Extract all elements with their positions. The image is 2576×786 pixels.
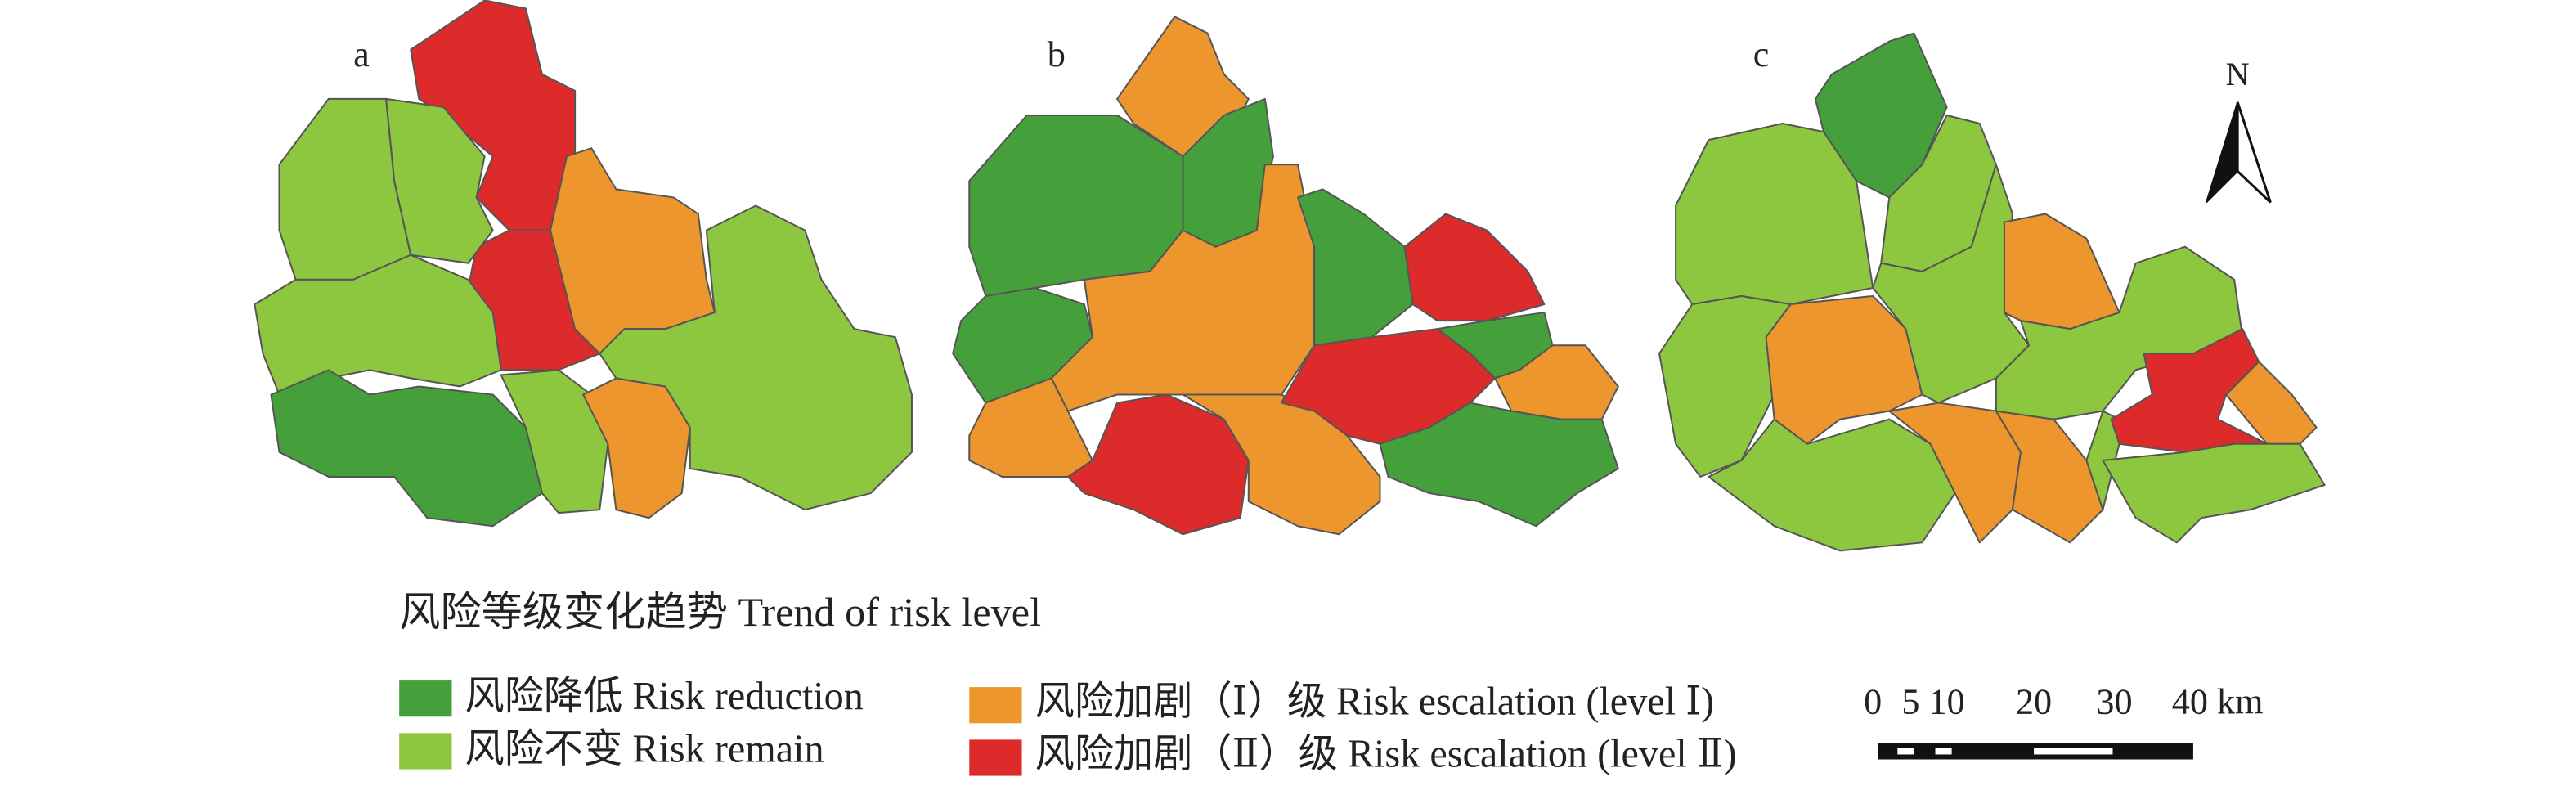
scale-bar-seg [1897, 748, 1914, 755]
legend-label: 风险降低 Risk reduction [465, 675, 864, 718]
map-b [952, 16, 1619, 536]
region [1379, 402, 1619, 528]
region [968, 114, 1184, 297]
scale-label: 5 [1901, 681, 1919, 721]
scale-label: 40 km [2172, 681, 2264, 721]
region [1050, 164, 1316, 412]
scale-label: 30 [2096, 681, 2132, 721]
legend-swatch [969, 687, 1022, 724]
region [2102, 442, 2326, 544]
arrow-right [2236, 101, 2272, 204]
legend-label: 风险不变 Risk remain [465, 728, 824, 771]
arrow-left [2206, 101, 2239, 204]
north-label: N [2226, 56, 2250, 92]
region [2003, 213, 2120, 330]
panel-label: c [1753, 34, 1770, 74]
region [500, 369, 609, 514]
region [1280, 328, 1497, 445]
legend: 风险降低 Risk reduction 风险不变 Risk remain 风险加… [399, 675, 1737, 776]
map-a [254, 0, 913, 528]
legend-label: 风险加剧（Ⅰ）级 Risk escalation (level Ⅰ) [1035, 680, 1715, 723]
scale-label: 20 [2016, 681, 2052, 721]
region [1403, 213, 1546, 322]
legend-title: 风险等级变化趋势 Trend of risk level [399, 589, 1041, 635]
region [1297, 188, 1414, 347]
scale-bar-seg [2034, 748, 2113, 755]
legend-swatch [399, 733, 452, 770]
legend-label: 风险加剧（Ⅱ）级 Risk escalation (level Ⅱ) [1035, 733, 1737, 776]
scale-label: 0 [1864, 681, 1882, 721]
panel-label: a [353, 34, 370, 74]
scale-bar: 0 5 10 20 30 40 km [1864, 681, 2264, 760]
scale-bar-seg [1935, 748, 1952, 755]
panel-label: b [1048, 34, 1066, 74]
scale-label: 10 [1928, 681, 1964, 721]
region [270, 369, 543, 528]
legend-swatch [969, 739, 1022, 776]
region [254, 254, 502, 396]
north-arrow: N [2206, 56, 2272, 204]
region [1995, 410, 2104, 544]
region [599, 204, 913, 511]
map-c [1658, 32, 2326, 552]
region [385, 97, 494, 264]
legend-swatch [399, 680, 452, 717]
